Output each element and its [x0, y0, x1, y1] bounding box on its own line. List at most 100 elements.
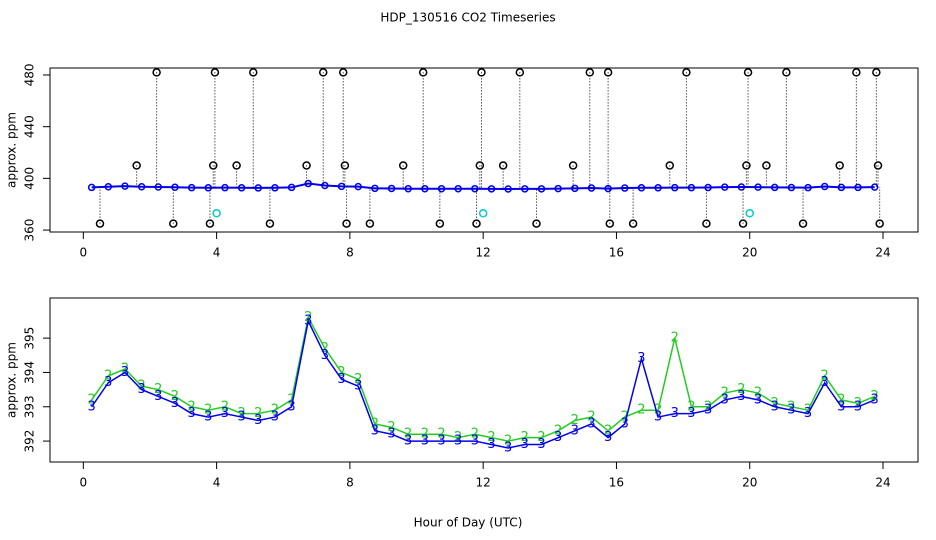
point-glyph: 2: [121, 362, 129, 377]
x-tick-label: 12: [476, 476, 491, 490]
point: [798, 219, 808, 228]
point: [587, 184, 596, 192]
point-glyph: 2: [104, 368, 112, 383]
point: [873, 161, 883, 170]
x-tick-label: 4: [213, 476, 221, 490]
point: [475, 161, 485, 170]
point-glyph: 3: [171, 396, 179, 411]
point: [95, 219, 105, 228]
point: [804, 183, 812, 192]
point-glyph: 2: [571, 413, 579, 428]
point: [498, 161, 508, 170]
point: [521, 185, 529, 193]
point: [204, 184, 213, 192]
point-glyph: 3: [521, 437, 529, 452]
point-glyph: 2: [171, 389, 179, 404]
point-glyph: 2: [654, 403, 662, 418]
point-glyph: 3: [254, 413, 262, 428]
point: [271, 184, 279, 192]
point: [604, 184, 612, 193]
point-glyph: 3: [721, 392, 729, 407]
point-glyph: 3: [387, 427, 395, 442]
point-glyph: 2: [787, 399, 795, 414]
point-glyph: 3: [821, 375, 829, 390]
point: [187, 183, 196, 192]
point: [737, 183, 746, 191]
point-glyph: 2: [287, 392, 295, 407]
point-glyph: 3: [554, 430, 562, 445]
point-glyph: 2: [454, 430, 462, 445]
point-glyph: 2: [304, 310, 312, 325]
point-glyph: 3: [471, 434, 479, 449]
figure-title: HDP_130516 CO2 Timeseries: [380, 11, 555, 25]
x-tick-label: 0: [80, 246, 88, 260]
point: [665, 161, 675, 170]
x-tick-label: 12: [476, 246, 491, 260]
point-glyph: 3: [304, 313, 312, 328]
point: [265, 219, 275, 228]
point: [342, 219, 351, 228]
point-glyph: 3: [454, 434, 462, 449]
point-glyph: 3: [654, 410, 662, 425]
point-glyph: 2: [421, 427, 429, 442]
x-tick-label: 20: [742, 246, 757, 260]
point: [237, 184, 246, 192]
point-glyph: 2: [221, 399, 229, 414]
point-glyph: 3: [187, 406, 195, 421]
point-glyph: 3: [604, 430, 612, 445]
point: [770, 183, 779, 192]
point: [477, 68, 486, 77]
point: [421, 184, 429, 193]
point: [743, 68, 753, 77]
point: [221, 183, 229, 192]
point-glyph: 3: [537, 437, 545, 452]
point: [854, 183, 862, 192]
point: [321, 181, 329, 190]
point: [104, 183, 113, 191]
point: [371, 184, 379, 193]
point: [720, 183, 729, 191]
point: [437, 184, 446, 193]
point-glyph: 3: [854, 399, 862, 414]
point-glyph: 3: [687, 406, 695, 421]
point-glyph: 3: [771, 399, 779, 414]
point: [304, 179, 312, 188]
point: [787, 183, 796, 192]
point: [212, 209, 221, 218]
point: [782, 68, 791, 77]
point-glyph: 3: [104, 375, 112, 390]
point: [704, 183, 712, 192]
y-tick-label: 392: [23, 430, 37, 453]
point-glyph: 3: [237, 410, 245, 425]
point-glyph: 2: [354, 372, 362, 387]
point-glyph: 2: [637, 403, 645, 418]
point-glyph: 3: [504, 440, 512, 455]
plot-frame: [49, 67, 919, 233]
point-glyph: 3: [121, 365, 129, 380]
y-tick-label: 395: [23, 327, 37, 350]
point: [121, 182, 129, 190]
point: [568, 161, 578, 170]
point: [875, 219, 884, 228]
point-glyph: 2: [871, 389, 879, 404]
point-glyph: 2: [471, 427, 479, 442]
point-glyph: 3: [587, 416, 595, 431]
point: [87, 183, 96, 192]
point: [628, 219, 638, 228]
point: [154, 183, 163, 191]
point-glyph: 2: [88, 392, 96, 407]
point: [210, 68, 220, 77]
series-line: [91, 315, 875, 442]
point-glyph: 2: [204, 403, 212, 418]
point-glyph: 2: [837, 392, 845, 407]
point-glyph: 2: [704, 399, 712, 414]
point-glyph: 2: [137, 379, 145, 394]
point: [742, 161, 751, 170]
point: [171, 183, 179, 192]
point: [169, 219, 178, 228]
point-glyph: 3: [704, 403, 712, 418]
point-glyph: 2: [237, 406, 245, 421]
x-tick-label: 8: [346, 246, 354, 260]
point: [152, 68, 161, 77]
